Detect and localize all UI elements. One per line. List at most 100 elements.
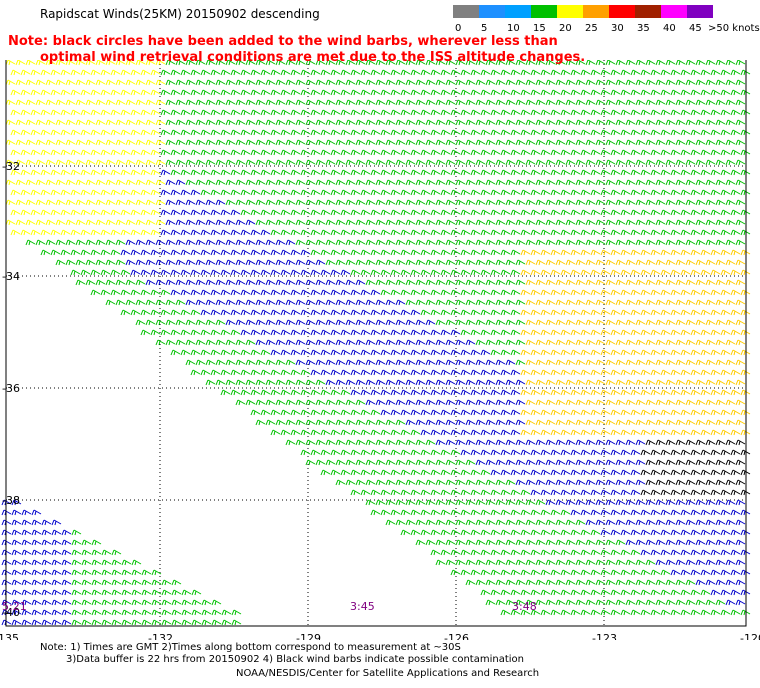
wind-barb [385,459,396,466]
wind-barb [365,239,376,246]
wind-barb [450,449,461,456]
wind-barb [520,509,531,516]
wind-barb [111,569,122,576]
wind-barb [75,279,86,286]
wind-barb [325,459,336,466]
wind-barb [51,539,62,546]
wind-barb [360,309,371,316]
wind-barb [515,579,526,586]
wind-barb [165,259,176,266]
wind-barb [200,369,211,376]
wind-barb [25,219,36,226]
wind-barb [250,189,261,196]
wind-barb [125,139,136,146]
wind-barb [350,229,361,236]
wind-barb [405,519,416,526]
wind-barb [540,229,551,236]
wind-barb [120,269,131,276]
wind-barb [580,589,591,596]
wind-barb [710,169,721,176]
wind-barb [11,499,22,506]
wind-barb [400,329,411,336]
wind-barb [305,199,316,206]
wind-barb [335,239,346,246]
wind-barb [130,89,141,96]
wind-barb [225,159,236,166]
wind-barb [30,69,41,76]
wind-barb [45,79,56,86]
wind-barb [320,329,331,336]
wind-barb [75,219,86,226]
wind-barb [515,99,526,106]
wind-barb [565,139,576,146]
wind-barb [435,439,446,446]
wind-barb [275,99,286,106]
wind-barb [735,99,746,106]
wind-barb [270,369,281,376]
wind-barb [495,519,506,526]
wind-barb [575,219,586,226]
wind-barb [665,179,676,186]
wind-barb [600,529,611,536]
wind-barb [285,219,296,226]
wind-barb [125,159,136,166]
wind-barb [695,259,706,266]
wind-barb [175,179,186,186]
wind-barb [20,189,31,196]
wind-barb [50,249,61,256]
wind-barb [570,409,581,416]
wind-barb [270,169,281,176]
wind-barb [20,209,31,216]
wind-barb [520,329,531,336]
wind-barb [195,179,206,186]
wind-barb [705,459,716,466]
wind-barb [550,249,561,256]
wind-barb [35,119,46,126]
wind-barb [170,249,181,256]
wind-barb [265,319,276,326]
wind-barb [540,129,551,136]
wind-barb [655,559,666,566]
wind-barb [525,159,536,166]
wind-barb [730,529,741,536]
wind-barb [570,329,581,336]
wind-barb [315,179,326,186]
wind-barb [480,449,491,456]
wind-barb [605,479,616,486]
wind-barb [400,469,411,476]
wind-barb [131,609,142,616]
wind-barb [260,309,271,316]
wind-barb [585,399,596,406]
wind-barb [170,289,181,296]
wind-barb [590,569,601,576]
wind-barb [445,399,456,406]
wind-barb [545,79,556,86]
wind-barb [515,599,526,606]
time-label: 5:21 [2,600,27,613]
wind-barb [290,409,301,416]
wind-barb [545,259,556,266]
wind-barb [515,419,526,426]
wind-barb [705,279,716,286]
wind-barb [520,129,531,136]
wind-barb [735,179,746,186]
wind-barb [535,219,546,226]
wind-barb [440,529,451,536]
wind-barb [95,219,106,226]
wind-barb [430,349,441,356]
wind-barb [650,549,661,556]
wind-barb [495,379,506,386]
wind-barb [295,99,306,106]
wind-barb [570,269,581,276]
wind-barb [720,549,731,556]
wind-barb [595,519,606,526]
wind-barb [380,249,391,256]
wind-barb [25,99,36,106]
wind-barb [240,69,251,76]
wind-barb [80,149,91,156]
wind-barb [435,359,446,366]
wind-barb [695,439,706,446]
wind-barb [325,159,336,166]
wind-barb [620,89,631,96]
wind-barb [540,569,551,576]
